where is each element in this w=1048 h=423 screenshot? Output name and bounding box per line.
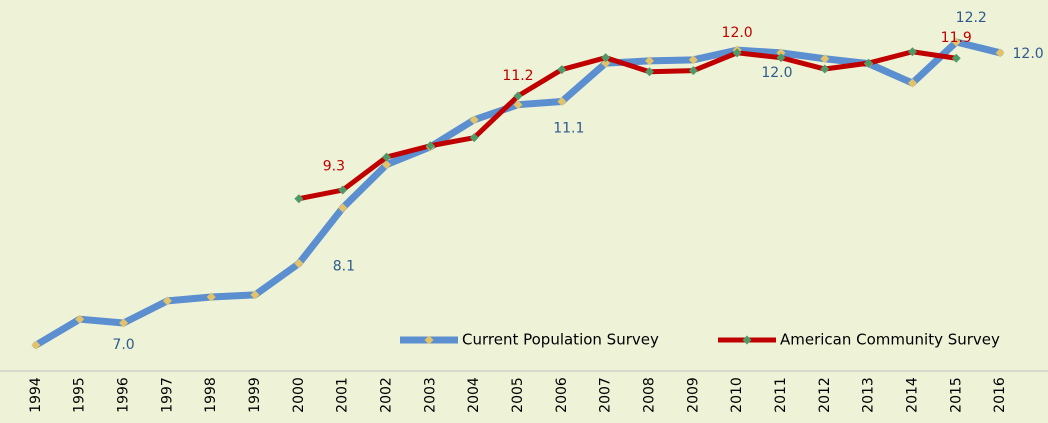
- x-tick-label: 2007: [598, 377, 614, 413]
- data-point: [907, 78, 917, 88]
- data-point: [601, 58, 611, 68]
- data-point: [732, 48, 742, 58]
- x-tick-label: 2015: [948, 377, 964, 413]
- x-tick-label: 2003: [422, 377, 438, 413]
- data-label: 11.1: [553, 120, 584, 136]
- data-label: 7.0: [112, 337, 134, 353]
- x-tick-label: 2010: [729, 377, 745, 413]
- x-tick-label: 2016: [992, 377, 1008, 413]
- x-tick-label: 2014: [904, 377, 920, 413]
- legend-marker: [742, 335, 752, 345]
- data-point: [513, 100, 523, 110]
- x-tick-label: 2002: [379, 377, 395, 413]
- data-point: [294, 259, 304, 269]
- x-tick-label: 2000: [291, 377, 307, 413]
- data-point: [250, 290, 260, 300]
- x-tick-label: 1998: [203, 377, 219, 413]
- data-label: 9.3: [323, 159, 345, 175]
- data-point: [644, 56, 654, 66]
- data-label: 12.0: [761, 65, 792, 81]
- x-tick-label: 1997: [159, 377, 175, 413]
- data-point: [688, 55, 698, 65]
- data-label: 12.0: [722, 25, 753, 41]
- x-tick-label: 1995: [72, 377, 88, 413]
- data-point: [776, 53, 786, 63]
- data-label: 8.1: [333, 259, 355, 275]
- x-tick-label: 2009: [685, 377, 701, 413]
- x-tick-label: 2006: [554, 377, 570, 413]
- data-point: [776, 48, 786, 58]
- data-point: [557, 96, 567, 106]
- x-tick-label: 2001: [335, 377, 351, 413]
- legend-label: American Community Survey: [780, 331, 1000, 349]
- data-point: [294, 194, 304, 204]
- data-point: [995, 48, 1005, 58]
- legend-marker: [424, 335, 434, 345]
- x-tick-label: 2011: [773, 377, 789, 413]
- data-point: [601, 53, 611, 63]
- data-point: [820, 54, 830, 64]
- data-point: [469, 133, 479, 143]
- data-point: [951, 37, 961, 47]
- x-tick-label: 1994: [28, 377, 44, 413]
- data-point: [31, 340, 41, 350]
- data-label: 12.0: [1013, 46, 1044, 62]
- series-line: [296, 49, 959, 202]
- data-point: [644, 67, 654, 77]
- data-point: [557, 65, 567, 75]
- data-point: [688, 66, 698, 76]
- data-label: 11.9: [941, 30, 972, 46]
- data-point: [338, 185, 348, 195]
- data-point: [907, 47, 917, 57]
- x-tick-label: 1999: [247, 377, 263, 413]
- data-point: [75, 314, 85, 324]
- data-point: [119, 318, 129, 328]
- data-label: 11.2: [502, 68, 533, 84]
- x-tick-label: 1996: [116, 377, 132, 413]
- data-point: [162, 296, 172, 306]
- data-point: [425, 141, 435, 151]
- data-point: [206, 292, 216, 302]
- data-point: [338, 203, 348, 213]
- data-point: [382, 160, 392, 170]
- data-point: [382, 152, 392, 162]
- x-tick-label: 2008: [641, 377, 657, 413]
- x-tick-label: 2005: [510, 377, 526, 413]
- x-tick-label: 2013: [861, 377, 877, 413]
- x-tick-label: 2012: [817, 377, 833, 413]
- data-point: [864, 58, 874, 68]
- data-point: [951, 53, 961, 63]
- data-point: [513, 91, 523, 101]
- data-point: [469, 115, 479, 125]
- data-label: 12.2: [956, 10, 987, 26]
- legend-label: Current Population Survey: [462, 331, 659, 349]
- x-tick-label: 2004: [466, 377, 482, 413]
- data-point: [820, 64, 830, 74]
